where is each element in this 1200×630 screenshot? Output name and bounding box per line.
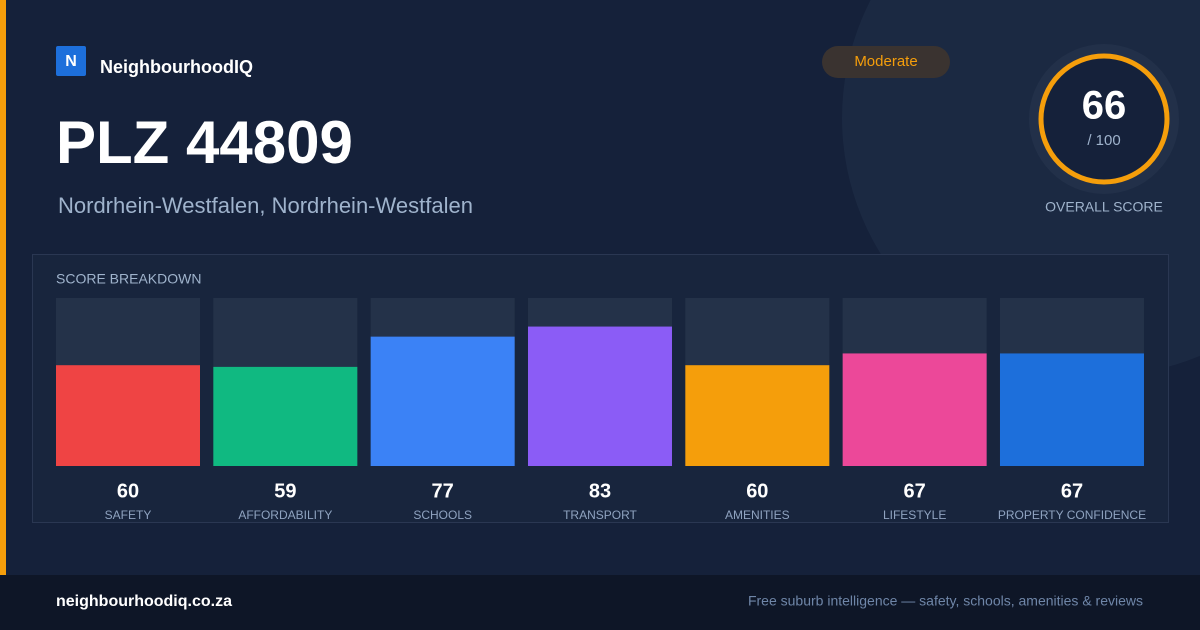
value-label: 60 [117, 480, 139, 502]
logo [56, 46, 86, 76]
bar [685, 365, 830, 466]
subtitle: Nordrhein-Westfalen, Nordrhein-Westfalen [58, 193, 473, 218]
score-ring [1038, 53, 1170, 185]
bar [842, 353, 987, 466]
breakdown-title: SCORE BREAKDOWN [56, 271, 201, 287]
title: PLZ 44809 [56, 109, 353, 176]
bar [370, 336, 515, 466]
overall-max: / 100 [1087, 132, 1120, 149]
accent-strip [0, 0, 6, 575]
footer-site: neighbourhoodiq.co.za [56, 593, 232, 610]
category-label: PROPERTY CONFIDENCE [998, 508, 1146, 522]
footer-bar [0, 575, 1200, 630]
footer-tagline: Free suburb intelligence — safety, schoo… [748, 593, 1143, 609]
value-label: 67 [1061, 480, 1083, 502]
category-label: SCHOOLS [413, 508, 472, 522]
category-label: TRANSPORT [563, 508, 637, 522]
value-label: 59 [274, 480, 296, 502]
overall-label: OVERALL SCORE [1045, 199, 1163, 215]
brand-name: NeighbourhoodIQ [100, 57, 253, 77]
bar [56, 365, 200, 466]
logo-letter: N [65, 53, 77, 70]
bar [999, 353, 1144, 466]
bar [527, 326, 672, 466]
value-label: 77 [432, 480, 454, 502]
category-label: LIFESTYLE [883, 508, 946, 522]
value-label: 67 [904, 480, 926, 502]
category-label: SAFETY [105, 508, 152, 522]
bar [213, 366, 358, 466]
badge [822, 46, 950, 78]
category-label: AMENITIES [725, 508, 790, 522]
overall-score: 66 [1082, 84, 1127, 128]
value-label: 83 [589, 480, 611, 502]
value-label: 60 [746, 480, 768, 502]
badge-text: Moderate [854, 53, 917, 70]
category-label: AFFORDABILITY [238, 508, 332, 522]
